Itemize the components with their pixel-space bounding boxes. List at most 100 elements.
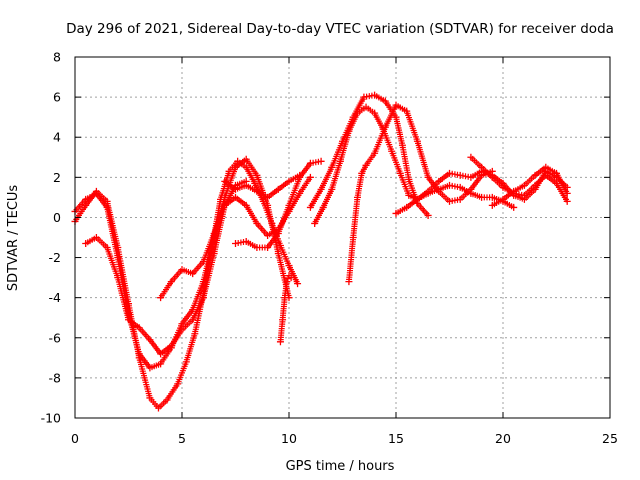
series-arc-6 bbox=[221, 171, 304, 201]
interpolated-points bbox=[533, 174, 547, 187]
interpolated-points bbox=[426, 180, 440, 193]
interpolated-points bbox=[310, 158, 322, 166]
interpolated-points bbox=[180, 308, 195, 325]
interpolated-points bbox=[399, 144, 412, 181]
data-point bbox=[424, 211, 432, 219]
data-point bbox=[189, 270, 197, 278]
interpolated-points bbox=[104, 246, 120, 279]
interpolated-points bbox=[73, 198, 88, 213]
interpolated-points bbox=[266, 187, 280, 200]
interpolated-points bbox=[223, 195, 237, 208]
interpolated-points bbox=[502, 199, 515, 210]
interpolated-points bbox=[277, 179, 291, 191]
interpolated-points bbox=[200, 252, 217, 299]
interpolated-points bbox=[244, 158, 259, 177]
y-tick-label: 8 bbox=[53, 50, 61, 65]
interpolated-points bbox=[437, 190, 451, 203]
x-tick-label: 25 bbox=[602, 431, 618, 446]
interpolated-points bbox=[234, 179, 248, 188]
data-point bbox=[563, 189, 571, 197]
interpolated-points bbox=[449, 170, 461, 178]
interpolated-points bbox=[136, 357, 153, 399]
interpolated-points bbox=[395, 103, 408, 113]
interpolated-points bbox=[365, 105, 376, 115]
interpolated-points bbox=[286, 176, 302, 207]
y-tick-label: 4 bbox=[53, 130, 61, 145]
interpolated-points bbox=[501, 189, 515, 202]
interpolated-points bbox=[364, 152, 377, 167]
data-points bbox=[71, 91, 571, 412]
interpolated-points bbox=[437, 183, 451, 192]
series-arc-9 bbox=[311, 103, 518, 227]
data-point bbox=[167, 278, 175, 286]
interpolated-points bbox=[405, 197, 419, 210]
data-point bbox=[283, 278, 291, 286]
interpolated-points bbox=[513, 190, 525, 198]
interpolated-points bbox=[211, 204, 227, 235]
y-tick-label: -8 bbox=[49, 370, 62, 385]
interpolated-points bbox=[148, 338, 163, 356]
series-arc-3 bbox=[82, 177, 250, 358]
y-tick-label: 2 bbox=[53, 170, 61, 185]
interpolated-points bbox=[244, 166, 257, 185]
interpolated-points bbox=[372, 126, 388, 155]
data-point bbox=[510, 203, 518, 211]
interpolated-points bbox=[94, 192, 109, 209]
interpolated-points bbox=[459, 172, 472, 180]
series-arc-4 bbox=[157, 173, 314, 302]
interpolated-points bbox=[95, 236, 109, 249]
y-tick-label: -10 bbox=[41, 411, 61, 426]
interpolated-points bbox=[338, 130, 352, 163]
interpolated-points bbox=[398, 172, 411, 197]
interpolated-points bbox=[359, 164, 368, 175]
interpolated-points bbox=[395, 205, 408, 216]
interpolated-points bbox=[533, 165, 547, 177]
interpolated-points bbox=[191, 260, 205, 275]
y-tick-label: -4 bbox=[49, 290, 62, 305]
interpolated-points bbox=[523, 188, 537, 201]
interpolated-points bbox=[346, 112, 360, 133]
grid-lines bbox=[75, 57, 610, 418]
interpolated-points bbox=[544, 173, 558, 185]
data-point bbox=[264, 244, 272, 252]
x-axis: 0 5 10 15 20 25 bbox=[71, 57, 618, 446]
interpolated-points bbox=[415, 140, 431, 179]
interpolated-points bbox=[389, 150, 403, 175]
interpolated-points bbox=[276, 204, 292, 235]
y-tick-label: -2 bbox=[49, 250, 61, 265]
interpolated-points bbox=[279, 296, 288, 321]
interpolated-points bbox=[284, 275, 291, 282]
interpolated-points bbox=[523, 184, 537, 197]
interpolated-points bbox=[137, 326, 152, 342]
interpolated-points bbox=[183, 332, 198, 363]
interpolated-points bbox=[175, 361, 189, 385]
interpolated-points bbox=[512, 183, 526, 194]
interpolated-points bbox=[329, 140, 345, 169]
interpolated-points bbox=[449, 182, 461, 190]
interpolated-points bbox=[288, 173, 301, 184]
data-point bbox=[467, 153, 475, 161]
y-axis: -10 -8 -6 -4 -2 0 2 4 6 8 bbox=[41, 50, 610, 426]
interpolated-points bbox=[470, 169, 483, 180]
interpolated-points bbox=[373, 93, 387, 103]
interpolated-points bbox=[416, 189, 430, 202]
interpolated-points bbox=[169, 328, 184, 347]
interpolated-points bbox=[354, 172, 365, 199]
interpolated-points bbox=[363, 92, 375, 100]
series-arc-13 bbox=[488, 163, 571, 209]
interpolated-points bbox=[84, 191, 98, 202]
interpolated-points bbox=[190, 280, 206, 311]
interpolated-points bbox=[159, 344, 173, 356]
interpolated-points bbox=[523, 174, 537, 187]
interpolated-points bbox=[165, 382, 180, 401]
plot-area-frame bbox=[74, 56, 611, 419]
interpolated-points bbox=[383, 104, 398, 129]
interpolated-points bbox=[181, 267, 194, 276]
interpolated-points bbox=[201, 232, 217, 263]
interpolated-points bbox=[158, 280, 173, 299]
interpolated-points bbox=[127, 318, 141, 330]
interpolated-points bbox=[234, 195, 248, 208]
interpolated-points bbox=[491, 176, 505, 189]
y-tick-label: 6 bbox=[53, 90, 61, 105]
interpolated-points bbox=[148, 396, 160, 409]
